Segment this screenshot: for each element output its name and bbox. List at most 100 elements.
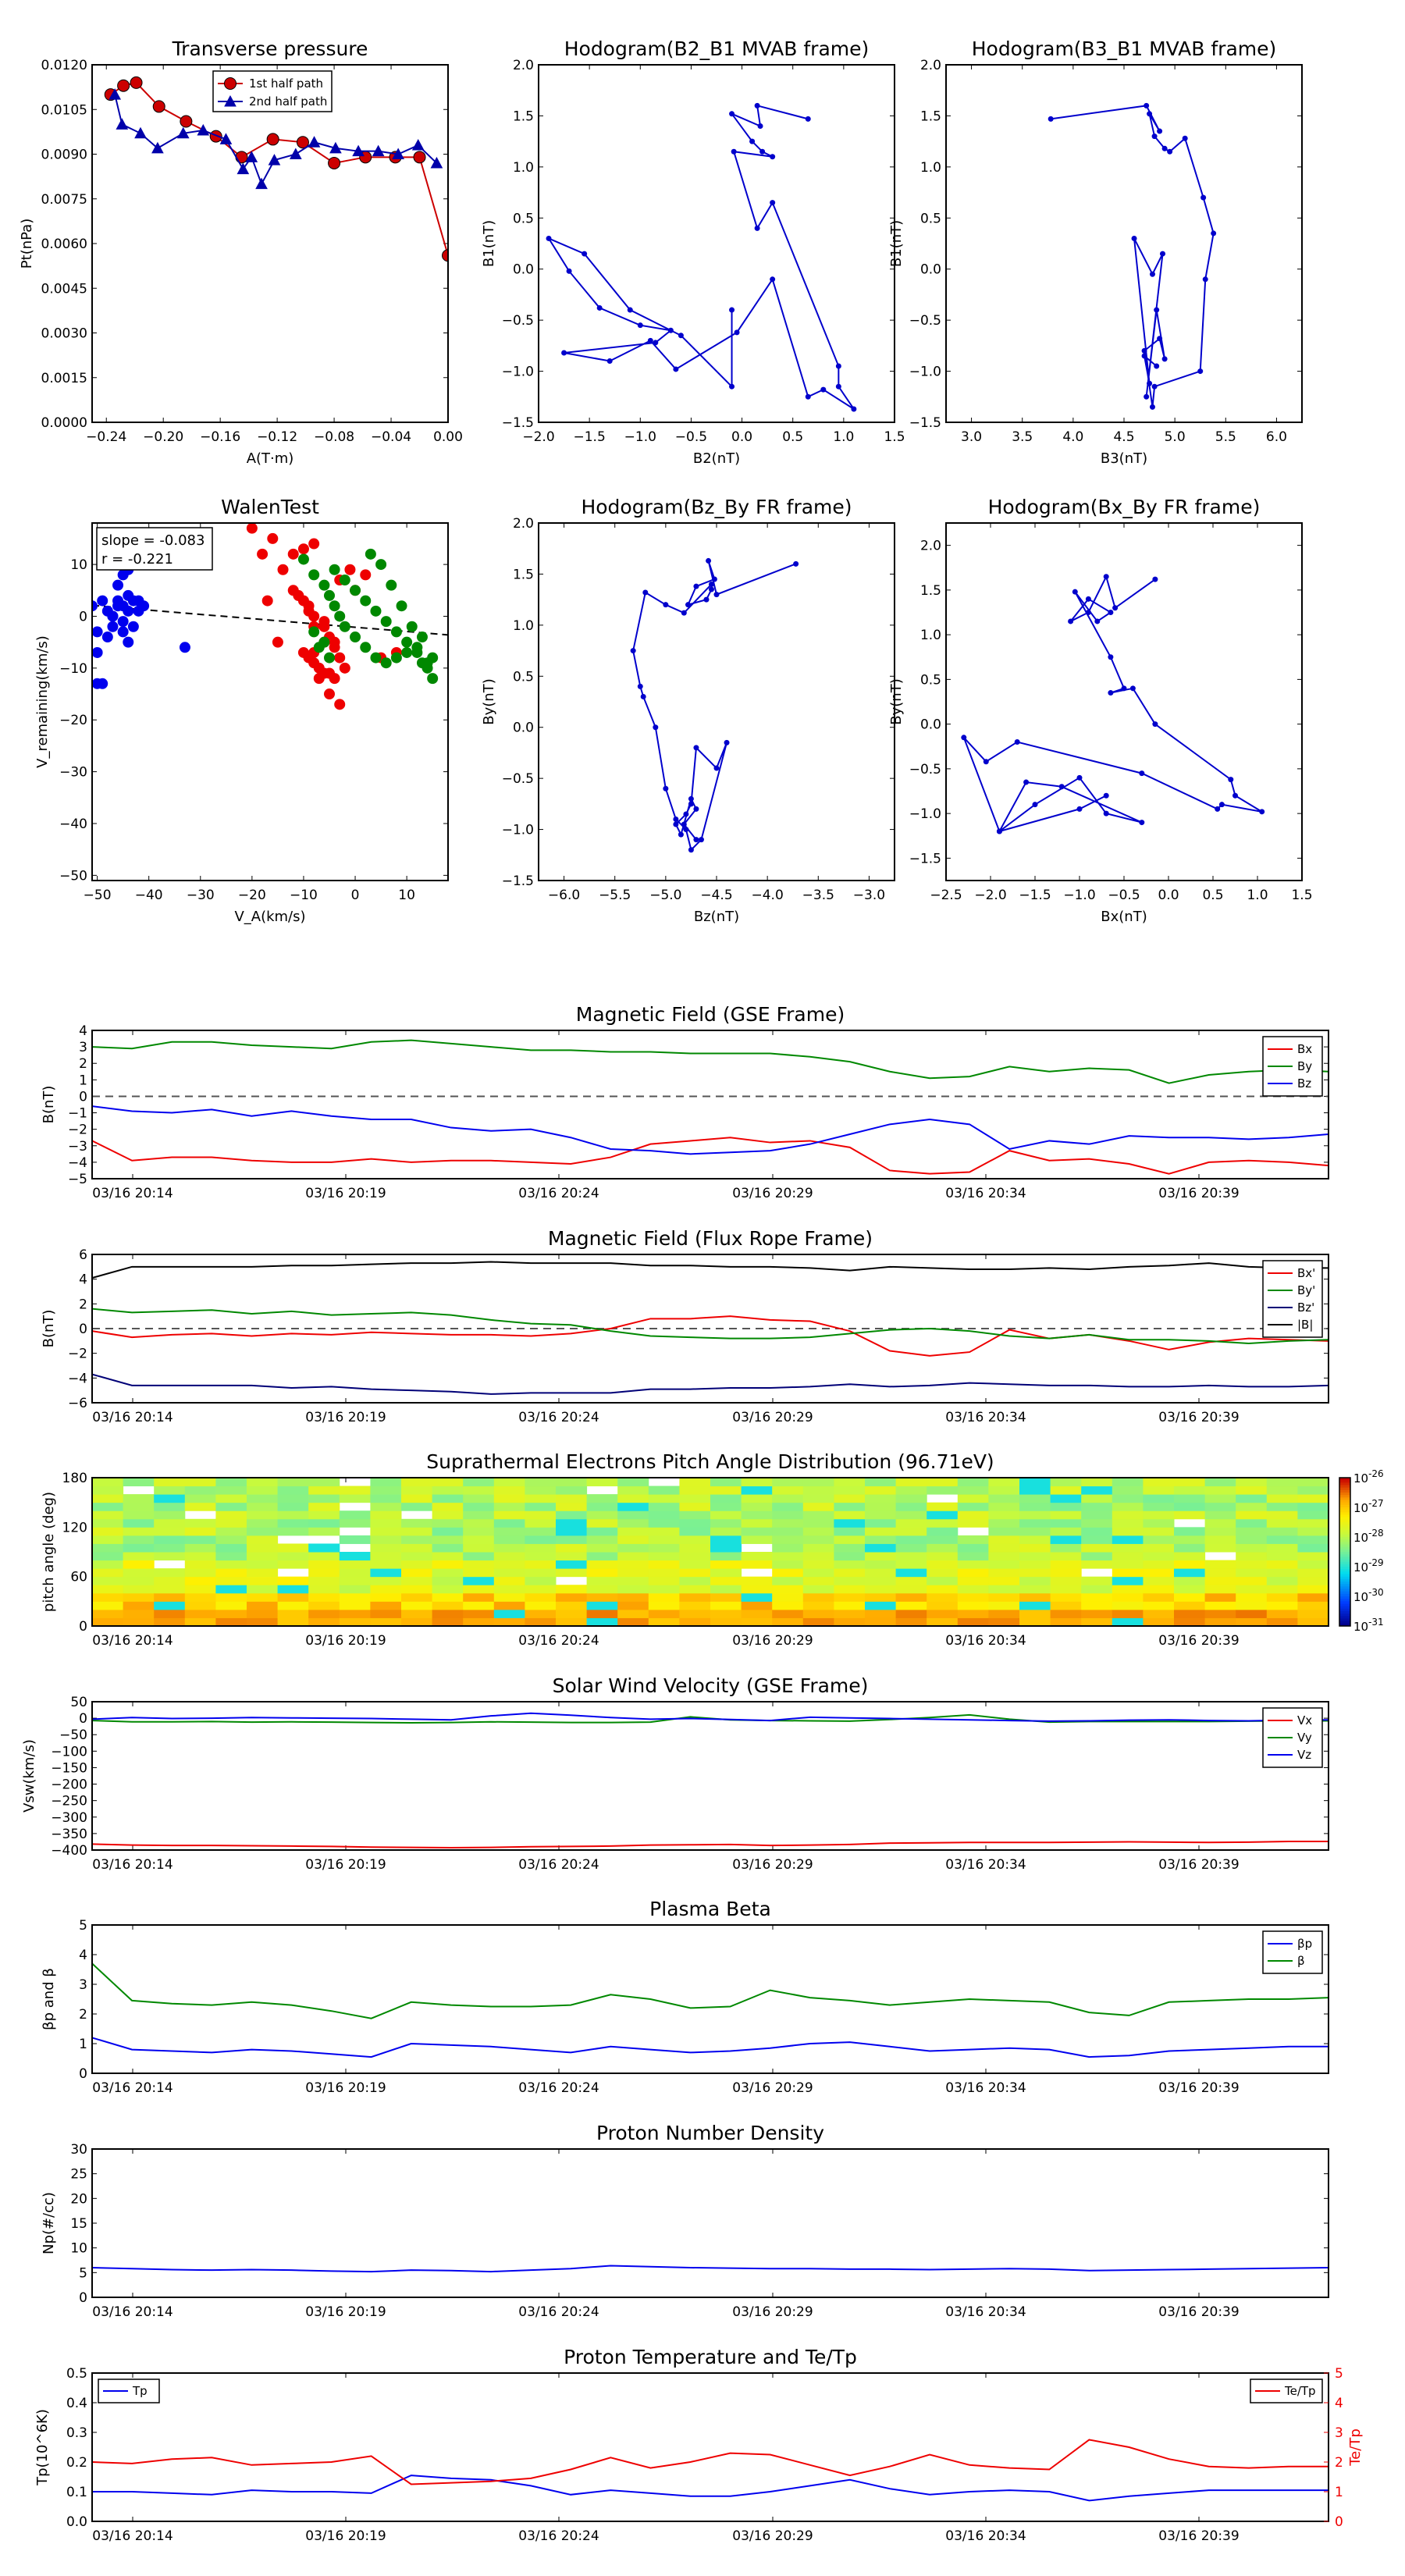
series-0-point bbox=[653, 340, 659, 346]
heatmap-cell bbox=[556, 1609, 588, 1618]
heatmap-cell bbox=[1236, 1585, 1268, 1594]
heatmap-cell bbox=[1143, 1568, 1175, 1578]
heatmap-cell bbox=[184, 1609, 216, 1618]
heatmap-cell bbox=[123, 1510, 155, 1520]
series-0-point bbox=[1259, 809, 1265, 815]
series-0-point bbox=[685, 602, 692, 608]
colorbar-segment bbox=[1339, 1497, 1350, 1500]
pitch-angle-ylabel: pitch angle (deg) bbox=[41, 1492, 57, 1612]
heatmap-cell bbox=[1236, 1535, 1268, 1544]
series-0-point bbox=[1023, 779, 1030, 785]
heatmap-cell bbox=[834, 1478, 866, 1487]
heatmap-cell bbox=[92, 1518, 124, 1528]
series-0-point bbox=[1144, 102, 1150, 109]
y-tick-label: 2.0 bbox=[920, 58, 941, 73]
series-1-point bbox=[267, 532, 279, 544]
series-0-point bbox=[1103, 810, 1109, 817]
heatmap-cell bbox=[1050, 1478, 1082, 1487]
heatmap-cell bbox=[1297, 1502, 1329, 1511]
heatmap-cell bbox=[493, 1543, 525, 1553]
heatmap-cell bbox=[1019, 1592, 1051, 1602]
x-tick-label: −0.20 bbox=[143, 429, 183, 445]
series-2-point bbox=[308, 569, 320, 581]
heatmap-cell bbox=[772, 1478, 804, 1487]
y-tick-label: 5 bbox=[79, 1918, 87, 1934]
heatmap-cell bbox=[184, 1592, 216, 1602]
heatmap-cell bbox=[586, 1601, 618, 1610]
heatmap-cell bbox=[339, 1510, 371, 1520]
hodogram-bz-by-xlabel: Bz(nT) bbox=[694, 909, 739, 925]
series-0-point bbox=[711, 576, 717, 582]
y-tick-label: −1.5 bbox=[909, 851, 941, 866]
heatmap-cell bbox=[1236, 1527, 1268, 1536]
heatmap-cell bbox=[834, 1609, 866, 1618]
series-0-point bbox=[678, 333, 684, 339]
heatmap-cell bbox=[432, 1601, 464, 1610]
series-0-point bbox=[729, 307, 735, 313]
time-tick-label: 03/16 20:24 bbox=[518, 1186, 599, 1201]
heatmap-cell bbox=[525, 1510, 557, 1520]
series-Vz-line bbox=[92, 1712, 1329, 1722]
series-1-point bbox=[176, 126, 190, 139]
series-0-point bbox=[107, 621, 119, 632]
heatmap-cell bbox=[339, 1518, 371, 1528]
heatmap-cell bbox=[834, 1485, 866, 1495]
series-1-point bbox=[430, 156, 443, 169]
series-2-point bbox=[329, 600, 340, 612]
colorbar-segment bbox=[1339, 1621, 1350, 1624]
series-0-point bbox=[1072, 589, 1078, 595]
heatmap-cell bbox=[277, 1518, 309, 1528]
series-0-point bbox=[117, 616, 129, 628]
heatmap-cell bbox=[772, 1592, 804, 1602]
heatmap-cell bbox=[154, 1535, 186, 1544]
heatmap-cell bbox=[1174, 1609, 1206, 1618]
colorbar-segment bbox=[1339, 1537, 1350, 1540]
series-Bz-line bbox=[92, 1373, 1329, 1395]
walen-test-plot-area bbox=[92, 523, 448, 710]
heatmap-cell bbox=[247, 1601, 279, 1610]
y-tick-label: 0.0030 bbox=[41, 326, 87, 342]
series-0-point bbox=[770, 276, 776, 283]
heatmap-cell bbox=[247, 1518, 279, 1528]
heatmap-cell bbox=[988, 1502, 1020, 1511]
colorbar-segment bbox=[1339, 1542, 1350, 1545]
series-1-point bbox=[277, 564, 289, 575]
heatmap-cell bbox=[679, 1518, 711, 1528]
heatmap-cell bbox=[525, 1576, 557, 1585]
x-tick-label: 0.0 bbox=[1158, 888, 1179, 903]
series-2-point bbox=[370, 652, 382, 664]
y-tick-label: 0 bbox=[79, 1619, 87, 1635]
heatmap-cell bbox=[1266, 1478, 1298, 1487]
series-1-point bbox=[308, 657, 320, 669]
heatmap-cell bbox=[247, 1494, 279, 1503]
heatmap-cell bbox=[1236, 1568, 1268, 1578]
heatmap-cell bbox=[556, 1494, 588, 1503]
legend-label: Vz bbox=[1297, 1748, 1311, 1762]
time-tick-label: 03/16 20:39 bbox=[1158, 2304, 1239, 2320]
time-tick-label: 03/16 20:19 bbox=[305, 2528, 386, 2544]
y-tick-label: 0 bbox=[79, 1089, 87, 1105]
x-tick-label: −3.0 bbox=[853, 888, 885, 903]
colorbar-segment bbox=[1339, 1557, 1350, 1560]
y-tick-label: −200 bbox=[51, 1777, 87, 1793]
heatmap-cell bbox=[617, 1568, 649, 1578]
heatmap-cell bbox=[308, 1560, 340, 1569]
heatmap-cell bbox=[1174, 1576, 1206, 1585]
series-1-point bbox=[313, 673, 325, 685]
series-By-line bbox=[92, 1308, 1329, 1345]
series-0-point bbox=[1076, 774, 1083, 781]
heatmap-cell bbox=[123, 1601, 155, 1610]
series-1-point bbox=[334, 699, 346, 710]
series-0-point bbox=[209, 130, 222, 143]
heatmap-cell bbox=[123, 1543, 155, 1553]
heatmap-cell bbox=[957, 1568, 989, 1578]
heatmap-cell bbox=[865, 1560, 897, 1569]
heatmap-cell bbox=[772, 1502, 804, 1511]
heatmap-cell bbox=[308, 1617, 340, 1626]
series-1-point bbox=[308, 538, 320, 550]
heatmap-cell bbox=[957, 1494, 989, 1503]
heatmap-cell bbox=[308, 1494, 340, 1503]
heatmap-cell bbox=[1143, 1510, 1175, 1520]
heatmap-cell bbox=[525, 1543, 557, 1553]
colorbar-segment bbox=[1339, 1514, 1350, 1518]
